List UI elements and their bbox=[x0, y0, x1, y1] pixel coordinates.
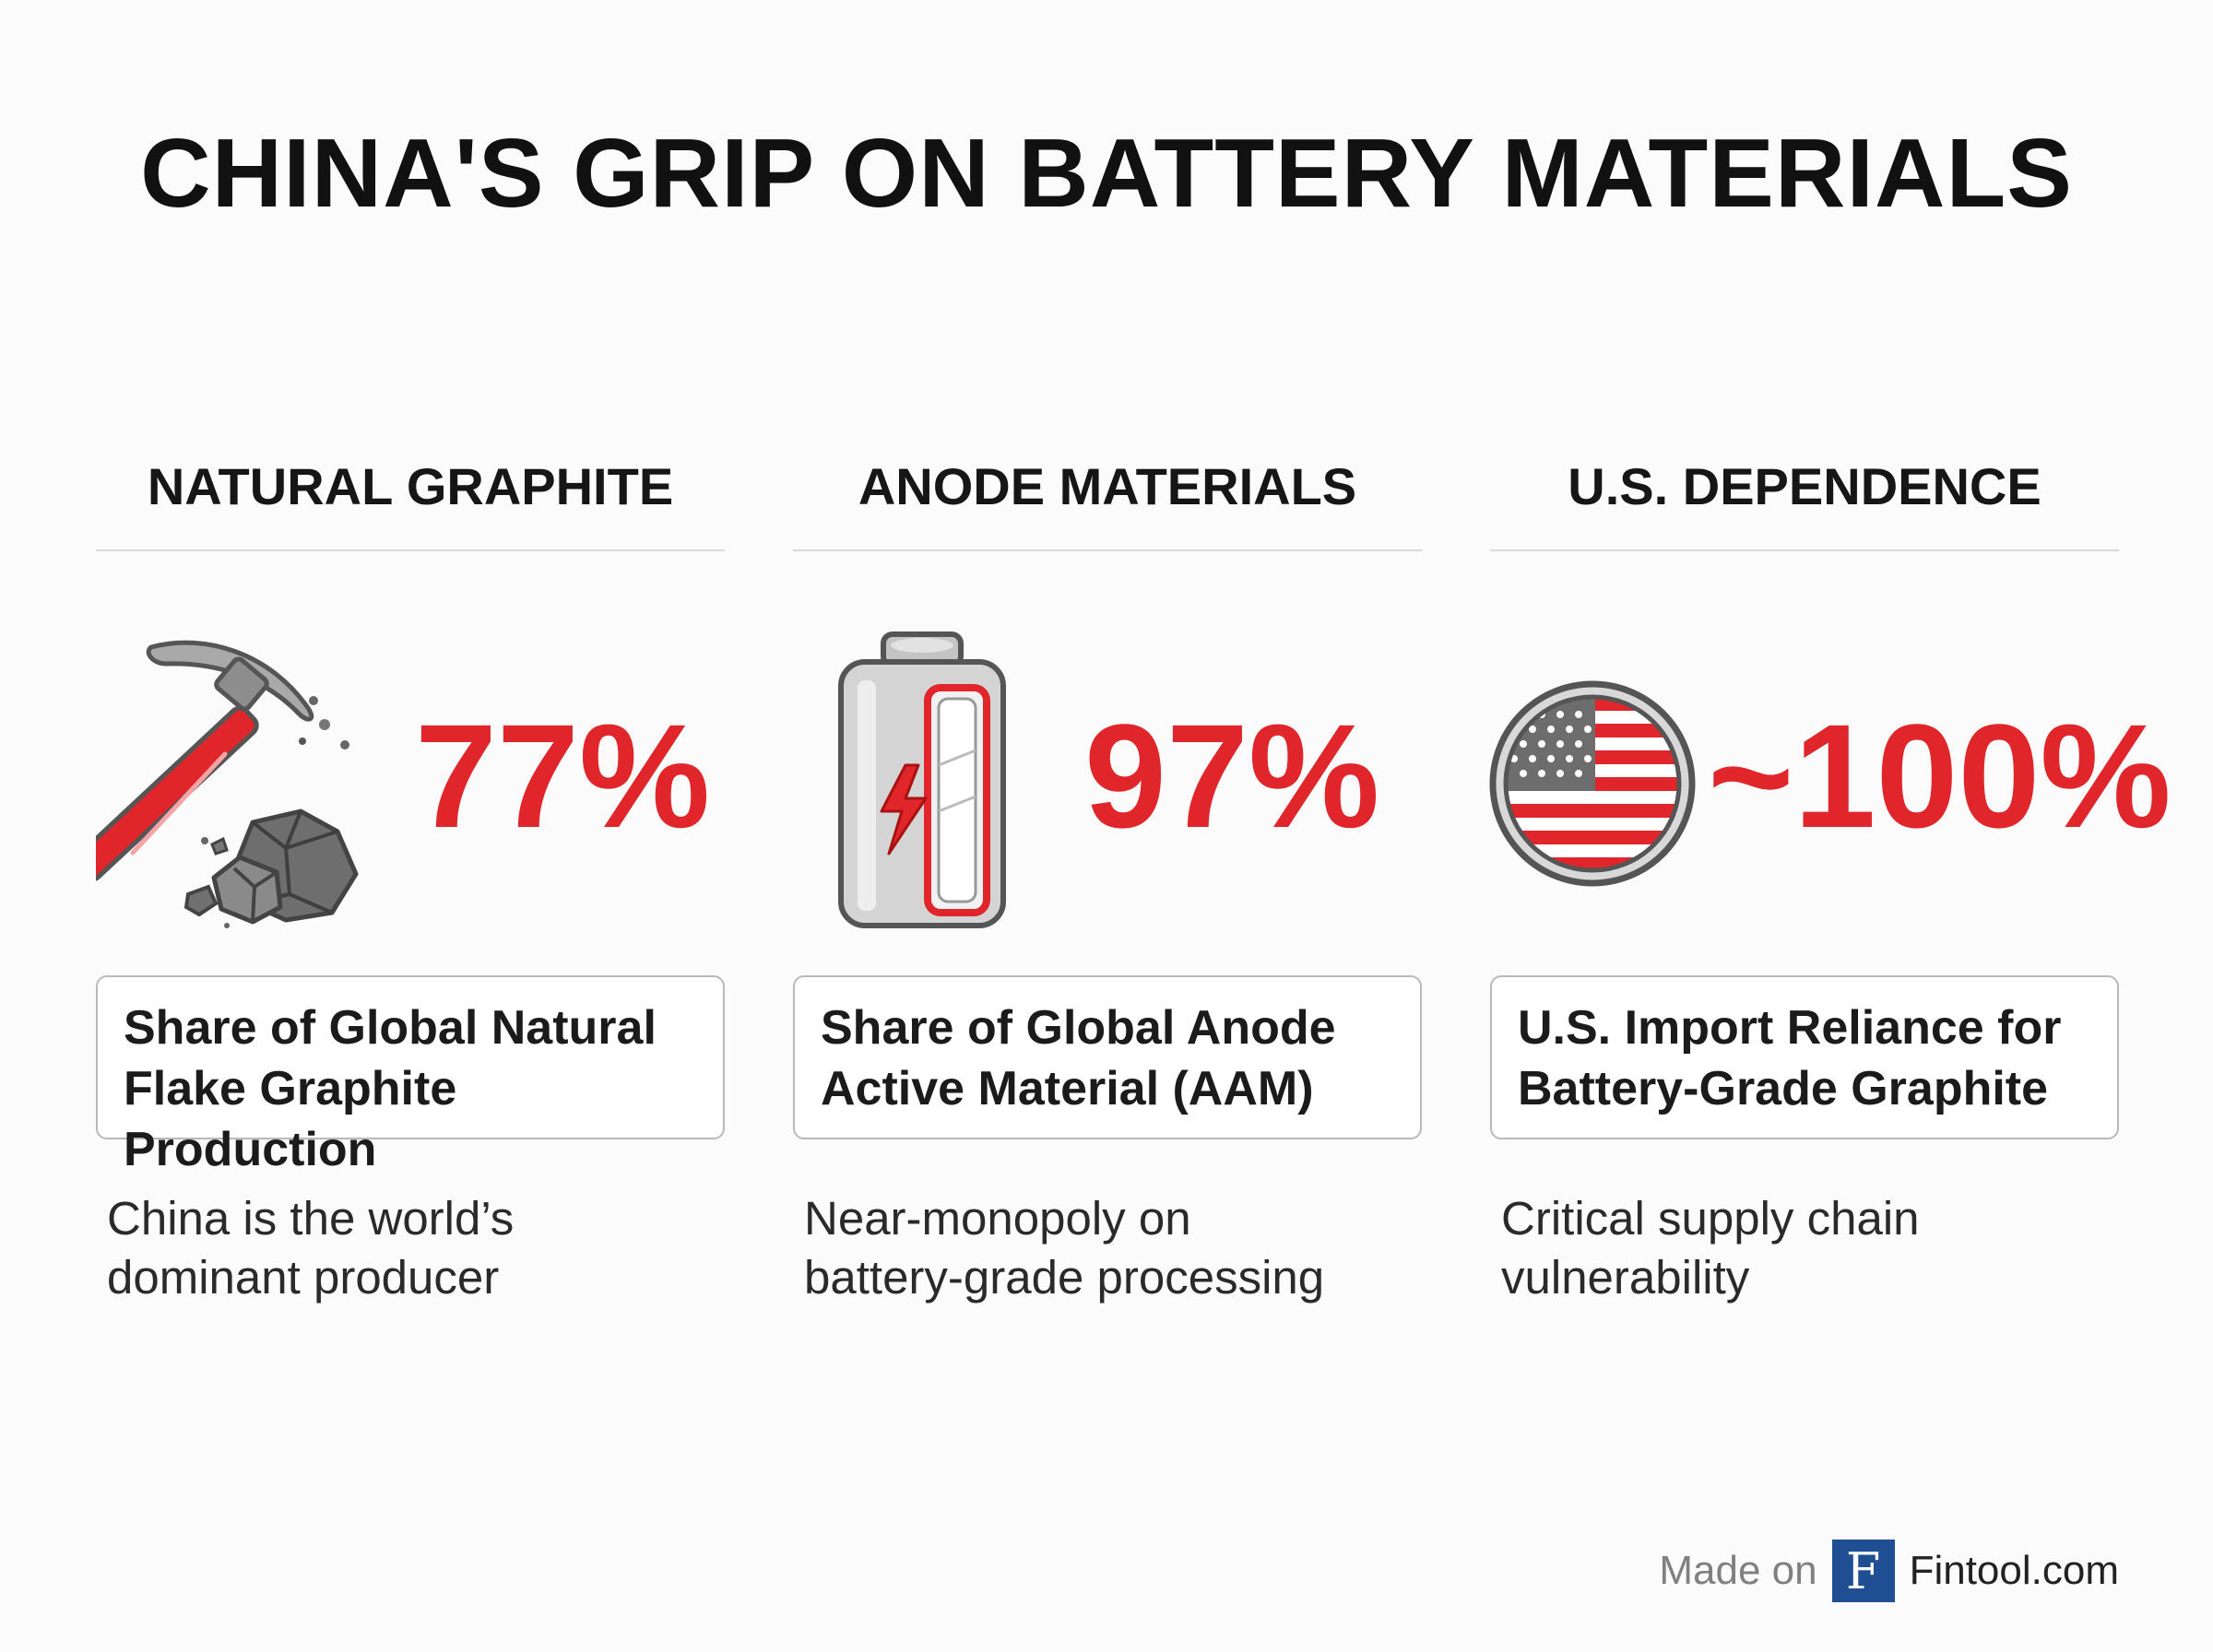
made-on-label: Made on bbox=[1659, 1548, 1817, 1593]
divider bbox=[96, 549, 725, 551]
description-line: Active Material (AAM) bbox=[821, 1062, 1314, 1115]
footer-attribution: Made on F Fintool.com bbox=[1659, 1540, 2119, 1602]
description-line: Share of Global Natural bbox=[124, 1001, 657, 1055]
note-line: China is the world’s bbox=[107, 1192, 515, 1245]
description-line: Share of Global Anode bbox=[821, 1001, 1336, 1055]
metric-card-anode-materials: ANODE MATERIALS 97% Share of Global Anod… bbox=[793, 0, 1422, 1383]
page-title: CHINA'S GRIP ON BATTERY MATERIALS bbox=[140, 119, 2073, 228]
note-line: vulnerability bbox=[1501, 1251, 1750, 1304]
metric-value: ~100% bbox=[1708, 693, 2172, 858]
description-line: Battery-Grade Graphite bbox=[1518, 1062, 2049, 1115]
metric-description-box: Share of Global Anode Active Material (A… bbox=[793, 975, 1422, 1139]
battery-icon bbox=[838, 631, 1006, 928]
fintool-logo-icon: F bbox=[1831, 1540, 1895, 1602]
note-line: Near-monopoly on bbox=[804, 1192, 1191, 1245]
metric-value: 97% bbox=[1084, 693, 1380, 858]
metric-note: Near-monopoly on battery-grade processin… bbox=[804, 1189, 1413, 1307]
description-line: U.S. Import Reliance for bbox=[1518, 1001, 2062, 1055]
metric-card-us-dependence: U.S. DEPENDENCE ~100% U bbox=[1489, 0, 2172, 1383]
metric-note: Critical supply chain vulnerability bbox=[1501, 1189, 2110, 1307]
metric-value: 77% bbox=[415, 693, 711, 858]
note-line: Critical supply chain bbox=[1501, 1192, 1920, 1245]
metric-card-natural-graphite: NATURAL GRAPHITE 77% Share of Global Nat… bbox=[96, 0, 725, 1383]
divider bbox=[1490, 549, 2119, 551]
metric-description-box: U.S. Import Reliance for Battery-Grade G… bbox=[1490, 975, 2119, 1139]
pickaxe-graphite-icon bbox=[96, 640, 359, 928]
metric-heading: U.S. DEPENDENCE bbox=[1568, 457, 2041, 515]
metric-description-box: Share of Global Natural Flake Graphite P… bbox=[96, 975, 725, 1176]
divider bbox=[793, 549, 1422, 551]
description-line: Flake Graphite Production bbox=[124, 1062, 457, 1176]
us-flag-icon bbox=[1489, 680, 1696, 887]
metric-heading: NATURAL GRAPHITE bbox=[147, 457, 674, 515]
note-line: dominant producer bbox=[107, 1251, 500, 1304]
metric-heading: ANODE MATERIALS bbox=[858, 457, 1357, 515]
metric-note: China is the world’s dominant producer bbox=[107, 1189, 716, 1307]
note-line: battery-grade processing bbox=[804, 1251, 1325, 1304]
brand-link[interactable]: Fintool.com bbox=[1909, 1548, 2119, 1593]
